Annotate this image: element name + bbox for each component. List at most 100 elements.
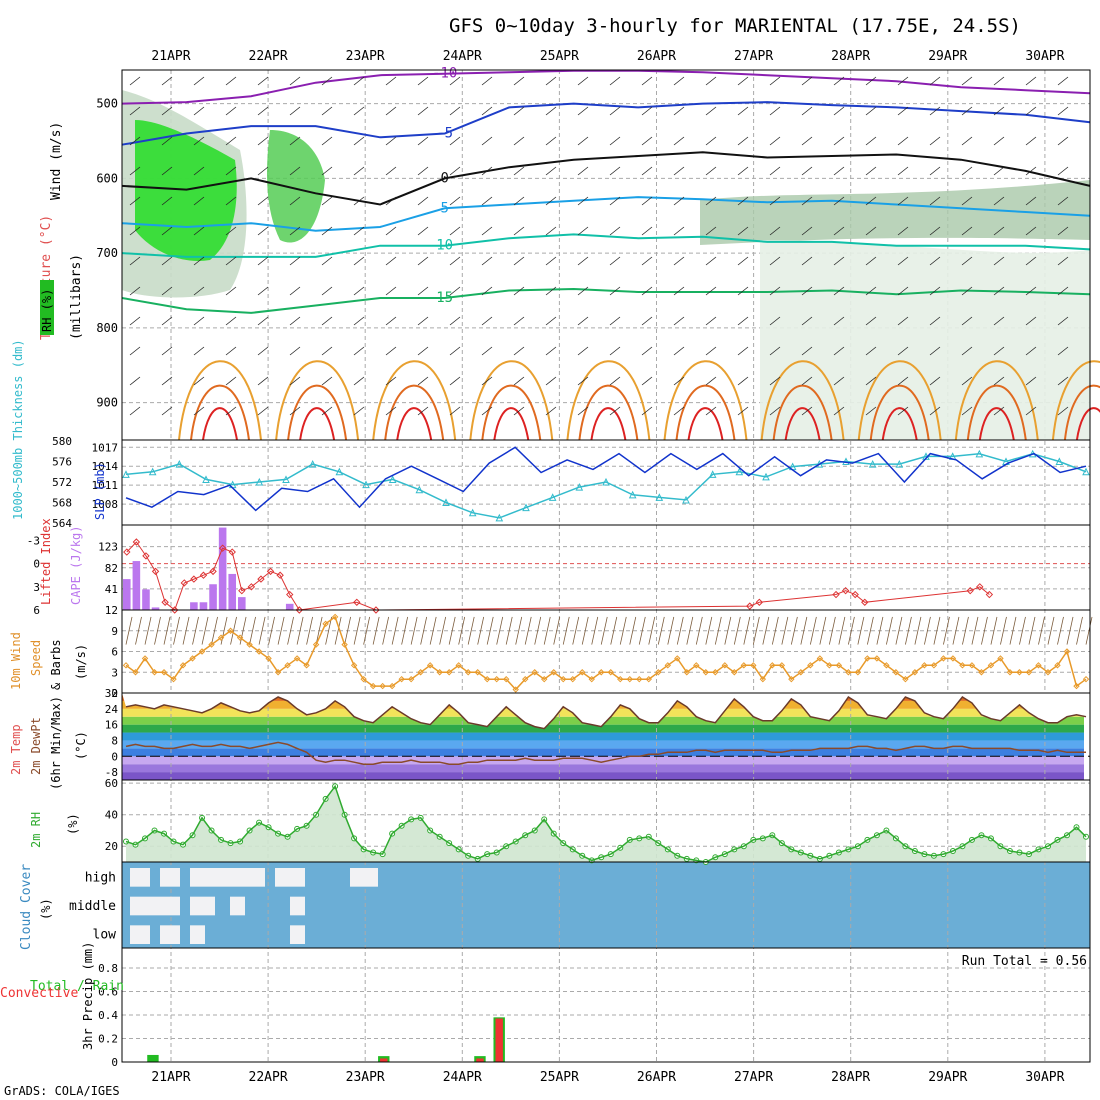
cape-bar bbox=[123, 579, 131, 610]
wind-tick: 12 bbox=[105, 604, 118, 617]
wind-barb bbox=[961, 226, 973, 236]
wind10-barb bbox=[201, 616, 209, 645]
wind-barb bbox=[289, 256, 301, 266]
contour-label: -10 bbox=[432, 66, 457, 82]
wind-barb bbox=[833, 106, 845, 116]
wind10-marker bbox=[1044, 669, 1052, 676]
temp-contour-warm bbox=[275, 360, 360, 441]
wind10-barb bbox=[382, 616, 390, 645]
wind10-barb bbox=[173, 616, 180, 645]
wind-barb bbox=[641, 346, 653, 356]
wind-barb bbox=[257, 346, 269, 356]
wind-barb bbox=[993, 226, 1005, 236]
wind-barb bbox=[353, 166, 365, 176]
wind10-marker bbox=[417, 669, 424, 676]
contour-label: 5 bbox=[440, 200, 448, 216]
wind-barb bbox=[673, 256, 685, 266]
temp-tick: 24 bbox=[105, 703, 119, 716]
temp-contour-warm bbox=[663, 360, 748, 441]
li-marker bbox=[353, 598, 361, 606]
wind-barb bbox=[929, 256, 941, 266]
temp-tick: 32 bbox=[105, 687, 118, 700]
wind-barb bbox=[961, 346, 973, 356]
wind-barb bbox=[481, 256, 493, 266]
wind-barb bbox=[801, 136, 813, 146]
wind-barb bbox=[1025, 286, 1037, 296]
wind-barb bbox=[481, 376, 493, 386]
contour-label: 15 bbox=[436, 290, 453, 306]
wind-barb bbox=[193, 166, 205, 176]
wind-barb bbox=[865, 226, 877, 236]
date-label-top: 28APR bbox=[831, 49, 870, 64]
wind-barb bbox=[1025, 106, 1037, 116]
run-total: Run Total = 0.56 bbox=[962, 954, 1087, 969]
wind10-marker bbox=[502, 675, 510, 683]
temp-contour-hot bbox=[687, 407, 724, 441]
wind10-barb bbox=[1047, 616, 1055, 645]
rh-tick: 60 bbox=[105, 777, 118, 790]
wind-barb bbox=[897, 196, 909, 206]
wind10-marker bbox=[1082, 675, 1090, 683]
label-temp-unit: (°C) bbox=[74, 731, 88, 760]
wind10-marker bbox=[883, 662, 890, 669]
wind-barb bbox=[129, 406, 141, 416]
wind-barb bbox=[449, 226, 461, 236]
temp-contour-warm bbox=[178, 360, 262, 441]
wind-barb bbox=[737, 166, 749, 176]
precip-tick: 0.4 bbox=[98, 1009, 118, 1022]
wind10-barb bbox=[211, 616, 218, 645]
wind-barb bbox=[513, 106, 525, 116]
wind10-marker bbox=[892, 669, 900, 676]
wind-barb bbox=[385, 286, 397, 296]
wind-barb bbox=[833, 286, 845, 296]
wind10-marker bbox=[445, 669, 453, 676]
temp-tick: 16 bbox=[105, 719, 118, 732]
wind-barb bbox=[545, 406, 557, 416]
wind-barb bbox=[961, 106, 973, 116]
wind-barb bbox=[993, 406, 1005, 416]
wind10-barb bbox=[163, 616, 171, 645]
wind10-barb bbox=[1028, 616, 1036, 645]
label-rh2m-unit: (%) bbox=[66, 813, 80, 835]
wind-barb bbox=[577, 106, 589, 116]
wind10-barb bbox=[448, 616, 456, 645]
temp-tick: 8 bbox=[111, 734, 118, 747]
wind-barb bbox=[449, 286, 461, 296]
wind-barb bbox=[1057, 166, 1069, 176]
temp-contour bbox=[121, 101, 1091, 146]
wind10-marker bbox=[978, 669, 985, 676]
wind-barb bbox=[353, 316, 365, 326]
wind-barb bbox=[609, 166, 621, 176]
wind10-barb bbox=[429, 616, 437, 645]
wind-barb bbox=[481, 196, 493, 206]
wind-barb bbox=[449, 106, 461, 116]
wind-barb bbox=[289, 346, 301, 356]
wind-barb bbox=[897, 406, 909, 416]
wind-barb bbox=[481, 106, 493, 116]
temp-contour bbox=[121, 69, 1091, 105]
label-millibars: (millibars) bbox=[69, 254, 84, 340]
wind-barb bbox=[385, 406, 397, 416]
wind-barb bbox=[1025, 346, 1037, 356]
rh-band-low bbox=[760, 240, 1090, 440]
wind-barb bbox=[1025, 226, 1037, 236]
wind-barb bbox=[897, 256, 909, 266]
wind-barb bbox=[801, 106, 813, 116]
wind-barb bbox=[769, 196, 781, 206]
wind10-barb bbox=[524, 616, 532, 645]
precip-total-bar bbox=[147, 1054, 159, 1062]
pressure-tick: 900 bbox=[96, 396, 118, 410]
wind10-barb bbox=[553, 616, 561, 645]
wind-barb bbox=[865, 76, 877, 86]
wind-barb bbox=[1057, 286, 1069, 296]
wind-barb bbox=[257, 196, 269, 206]
wind-barb bbox=[705, 316, 717, 326]
label-lifted-index: Lifted Index bbox=[39, 518, 53, 605]
wind-barb bbox=[961, 376, 973, 386]
wind-barb bbox=[897, 136, 909, 146]
wind-barb bbox=[353, 106, 365, 116]
wind10-barb bbox=[838, 616, 846, 645]
wind10-barb bbox=[296, 616, 304, 645]
wind10-barb bbox=[705, 616, 713, 645]
wind10-marker bbox=[655, 669, 662, 676]
